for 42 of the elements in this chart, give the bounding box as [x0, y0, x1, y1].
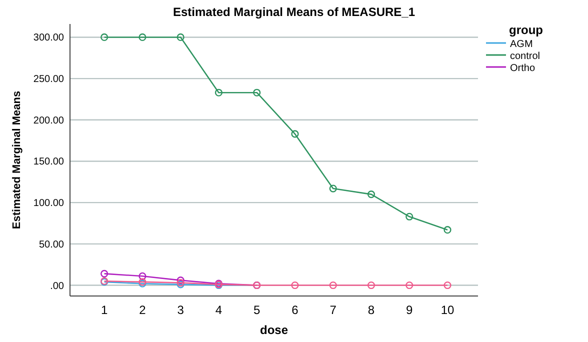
point — [291, 130, 299, 138]
x-tick-label: 2 — [139, 303, 146, 317]
y-tick-label: 150.00 — [33, 156, 64, 168]
legend-label: Ortho — [510, 63, 536, 74]
legend-label: control — [510, 51, 540, 62]
point — [406, 212, 414, 220]
point — [176, 33, 184, 42]
point — [176, 276, 184, 284]
point — [329, 281, 337, 290]
point — [367, 190, 376, 198]
x-axis-title: dose — [260, 323, 288, 337]
y-tick-label: 100.00 — [33, 198, 64, 210]
point — [329, 184, 337, 192]
x-tick-label: 1 — [100, 303, 108, 317]
point — [406, 281, 414, 290]
x-tick-label: 9 — [406, 303, 414, 317]
x-tick-label: 3 — [177, 303, 184, 317]
x-tick-label: 6 — [292, 303, 299, 317]
point — [100, 270, 108, 278]
point — [100, 33, 108, 42]
point — [444, 281, 452, 290]
point — [138, 33, 146, 42]
y-axis-title: Estimated Marginal Means — [11, 90, 23, 230]
y-tick-label: 300.00 — [33, 32, 64, 44]
y-tick-label: 50.00 — [38, 239, 64, 250]
x-tick-label: 4 — [215, 303, 222, 317]
legend-title: group — [509, 23, 543, 37]
y-tick-label: .00 — [50, 280, 64, 292]
point — [367, 281, 376, 290]
legend-label: AGM — [510, 39, 533, 50]
point — [138, 272, 146, 280]
x-tick-label: 8 — [368, 303, 375, 317]
point — [214, 88, 223, 96]
x-tick-label: 10 — [440, 303, 454, 317]
point — [291, 281, 299, 290]
y-tick-label: 200.00 — [33, 115, 64, 126]
y-tick-label: 250.00 — [33, 74, 64, 86]
point — [444, 226, 452, 234]
point — [253, 88, 261, 96]
chart-title: Estimated Marginal Means of MEASURE_1 — [172, 5, 416, 19]
x-tick-label: 7 — [330, 303, 337, 317]
x-tick-label: 5 — [253, 303, 260, 317]
